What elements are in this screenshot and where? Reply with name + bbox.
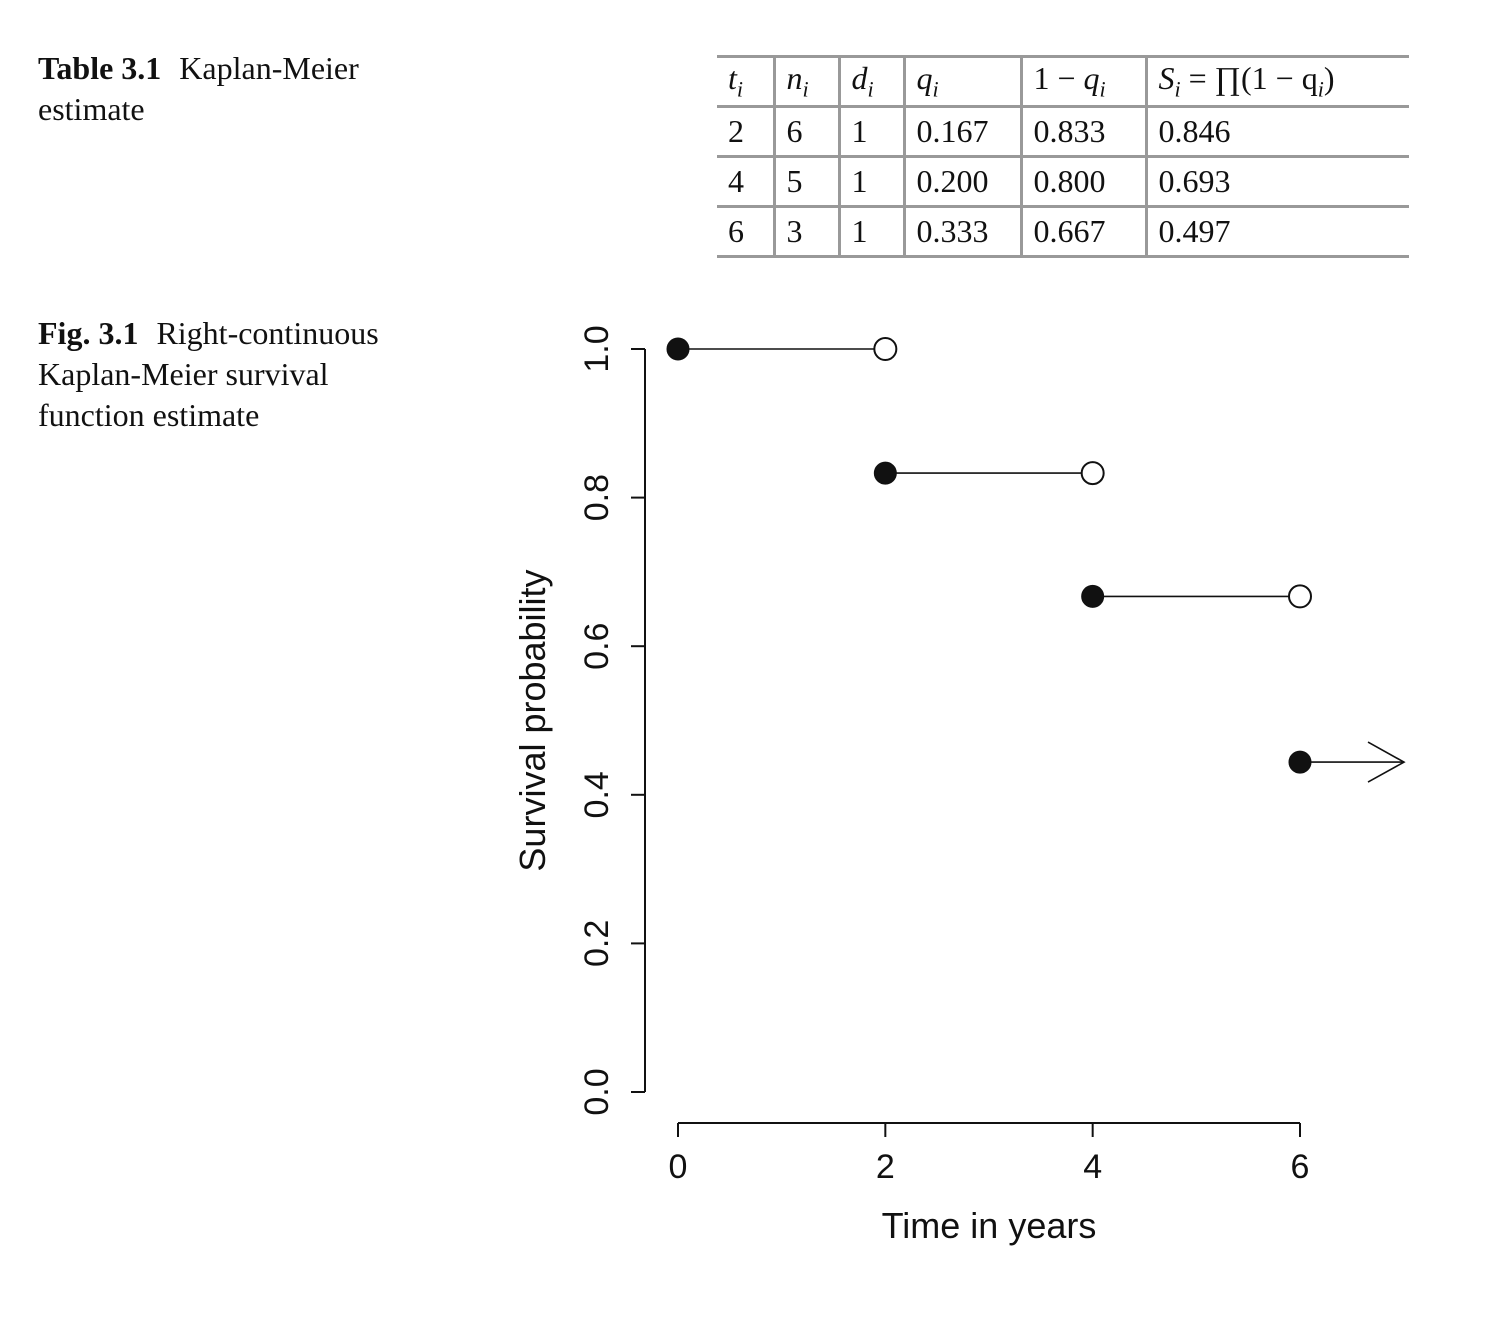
- table-cell: 1: [839, 106, 906, 157]
- col-header-q: qi: [904, 56, 1023, 107]
- y-tick-label: 0.8: [578, 474, 616, 521]
- y-tick-label: 0.4: [578, 771, 616, 818]
- table-header-row: ti ni di qi 1 − qi Si = ∏(1 − qi): [717, 56, 1409, 107]
- table-cell: 0.800: [1021, 156, 1148, 207]
- open-point: [1288, 584, 1312, 609]
- y-tick-label: 1.0: [578, 325, 616, 372]
- figure-caption: Fig. 3.1 Right-continuous Kaplan-Meier su…: [38, 313, 438, 436]
- table-row: 6 3 1 0.333 0.667 0.497: [717, 206, 1409, 257]
- figure-caption-text: Right-continuous Kaplan-Meier survival f…: [38, 315, 379, 433]
- table-cell: 0.693: [1158, 163, 1231, 199]
- filled-point: [666, 337, 690, 361]
- x-axis-label: Time in years: [882, 1205, 1097, 1246]
- x-tick-label: 4: [1083, 1148, 1102, 1186]
- table-cell: 6: [717, 206, 776, 257]
- table-cell: 5: [774, 156, 841, 207]
- x-tick-label: 6: [1291, 1148, 1310, 1186]
- kaplan-meier-table: ti ni di qi 1 − qi Si = ∏(1 − qi) 2 6 1 …: [717, 55, 1409, 258]
- open-point: [873, 337, 898, 361]
- table-row: 2 6 1 0.167 0.833 0.846: [717, 106, 1409, 157]
- table-row: 4 5 1 0.200 0.800 0.693: [717, 156, 1409, 207]
- col-header-s: Si = ∏(1 − qi): [1158, 60, 1335, 102]
- table-cell: 1: [839, 156, 906, 207]
- x-tick-label: 0: [669, 1148, 688, 1186]
- table-cell: 0.167: [904, 106, 1023, 157]
- table-cell: 2: [717, 106, 776, 157]
- table-cell: 3: [774, 206, 841, 257]
- filled-point: [873, 461, 897, 485]
- table-caption: Table 3.1 Kaplan-Meier estimate: [38, 48, 438, 130]
- table-cell: 0.846: [1158, 113, 1231, 149]
- filled-point: [1081, 584, 1105, 608]
- y-axis-label: Survival probability: [512, 569, 553, 871]
- col-header-t: ti: [717, 56, 776, 107]
- table-cell: 4: [717, 156, 776, 207]
- table-cell: 0.497: [1158, 213, 1231, 249]
- table-cell: 0.200: [904, 156, 1023, 207]
- x-tick-label: 2: [876, 1148, 895, 1186]
- figure-label: Fig. 3.1: [38, 315, 139, 351]
- table-cell: 0.333: [904, 206, 1023, 257]
- open-point: [1080, 461, 1105, 486]
- col-header-one-minus-q: 1 − qi: [1021, 56, 1148, 107]
- table-cell: 0.833: [1021, 106, 1148, 157]
- table-cell: 0.667: [1021, 206, 1148, 257]
- censor-arrow: [1367, 741, 1406, 783]
- y-tick-label: 0.2: [578, 920, 616, 967]
- col-header-n: ni: [774, 56, 841, 107]
- filled-point: [1288, 750, 1312, 774]
- y-tick-label: 0.0: [578, 1068, 616, 1115]
- col-header-d: di: [839, 56, 906, 107]
- table-label: Table 3.1: [38, 50, 162, 86]
- table-cell: 1: [839, 206, 906, 257]
- y-tick-label: 0.6: [578, 623, 616, 670]
- table-cell: 6: [774, 106, 841, 157]
- table-caption-text: Kaplan-Meier estimate: [38, 50, 359, 127]
